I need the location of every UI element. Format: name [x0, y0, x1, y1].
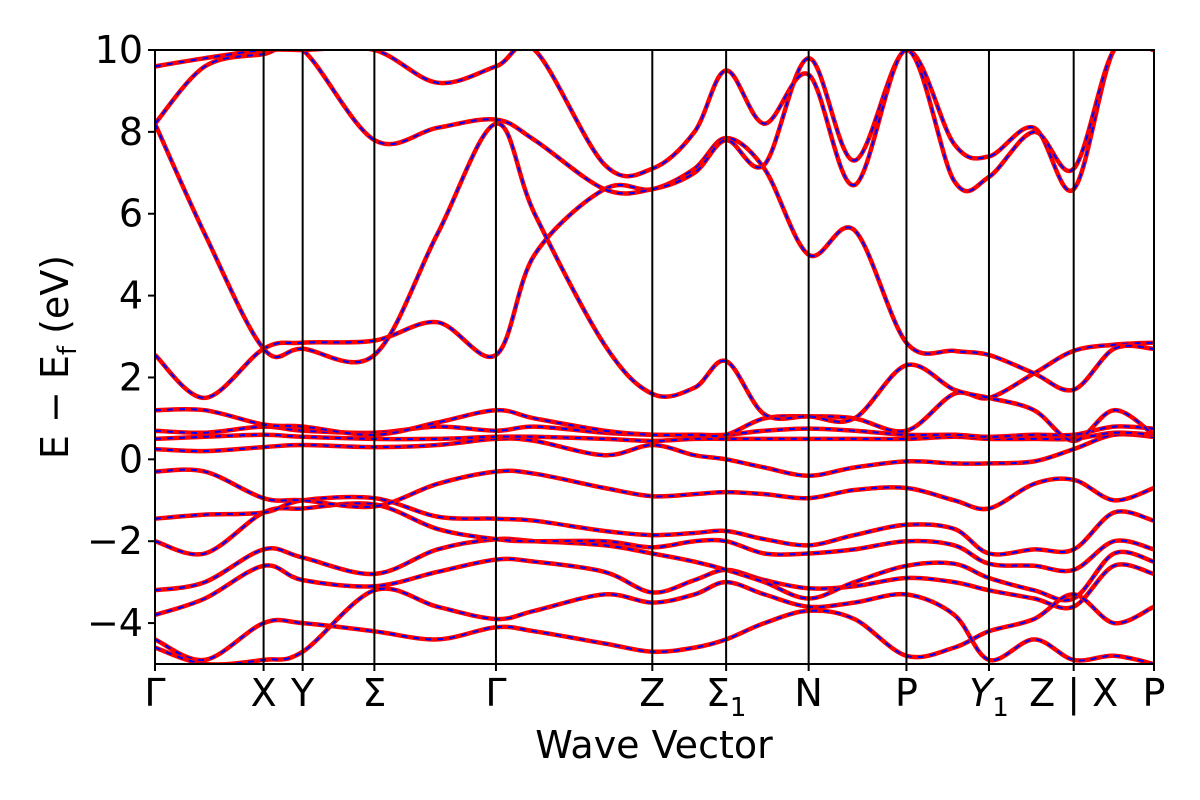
y-tick-label-0: −4 [87, 601, 143, 645]
kpoint-separators [262, 50, 1075, 664]
y-tick-label-5: 6 [119, 192, 143, 236]
y-axis-label: E − Ef (eV) [33, 255, 83, 459]
bands-layer [155, 50, 1154, 664]
band-line-1 [155, 536, 1154, 603]
y-tick-label-2: 0 [119, 437, 143, 481]
band-dash-3 [155, 496, 1154, 556]
band-line-12 [155, 50, 1154, 194]
band-dash-8 [155, 341, 1154, 437]
band-dash-5 [155, 433, 1154, 477]
y-tick-label-6: 8 [119, 110, 143, 154]
band-dash-11 [155, 50, 1154, 195]
x-tick-label-10: Z | X [1029, 671, 1118, 716]
y-tick-label-3: 2 [119, 355, 143, 399]
y-axis-label-text: E − E [33, 355, 77, 459]
x-tick-label-0: Γ [144, 671, 165, 715]
x-tick-label-4: Γ [485, 671, 506, 715]
band-line-0 [155, 556, 1154, 618]
y-axis-label-unit: (eV) [33, 255, 77, 346]
x-axis-label: Wave Vector [535, 723, 773, 767]
x-tick-label-1: X [251, 671, 277, 715]
y-tick-label-7: 10 [95, 28, 143, 72]
x-tick-label-6: Σ1 [706, 671, 747, 723]
band-dash-6 [155, 431, 1154, 442]
y-axis: −4 −2 0 2 4 6 8 10 [87, 28, 155, 645]
band-dash-9 [155, 136, 1154, 399]
x-tick-label-2: Y [290, 671, 315, 715]
x-tick-label-9: Y1 [969, 671, 1009, 723]
x-tick-label-11: P [1143, 671, 1166, 715]
x-tick-label-3: Σ [362, 671, 386, 715]
plot-background [155, 50, 1154, 664]
y-axis-label-subscript: f [53, 345, 83, 355]
x-tick-label-8: P [895, 671, 918, 715]
x-tick-label-7: N [794, 671, 822, 715]
band-dash-4 [155, 468, 1154, 511]
y-tick-label-4: 4 [119, 274, 143, 318]
band-dash-14 [155, 581, 1154, 664]
x-axis: Γ X Y Σ Γ Z Σ1 N P Y1 Z | X P [144, 664, 1165, 723]
plot-frame [154, 49, 1155, 665]
y-tick-label-1: −2 [87, 519, 143, 563]
x-tick-label-5: Z [639, 671, 665, 715]
